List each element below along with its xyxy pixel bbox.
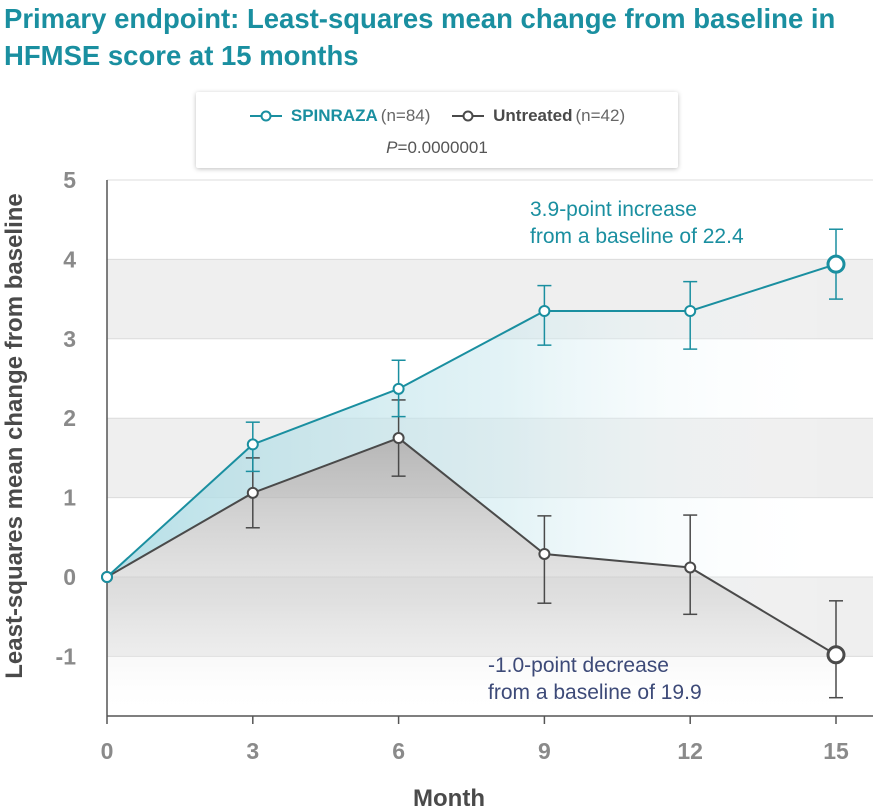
data-point (392, 382, 405, 395)
data-point (826, 254, 846, 274)
legend-n-spinraza: (n=84) (380, 106, 431, 125)
data-point (392, 432, 405, 445)
data-point (826, 645, 846, 665)
x-tick-label: 9 (538, 738, 551, 764)
annotation-decrease-line1: -1.0-point decrease (488, 654, 669, 677)
legend-marker-gray-icon (452, 110, 485, 122)
series-line (106, 436, 837, 656)
p-value-symbol: P (386, 138, 398, 157)
chart-title: Primary endpoint: Least-squares mean cha… (4, 3, 836, 71)
chart-legend: SPINRAZA (n=84) Untreated (n=42) P=0.000… (196, 92, 678, 168)
data-point (538, 305, 551, 318)
legend-label-untreated: Untreated (493, 106, 573, 125)
p-value: P=0.0000001 (196, 138, 678, 158)
y-tick-label: 4 (63, 246, 76, 272)
annotation-increase: 3.9-point increase from a baseline of 22… (530, 196, 744, 250)
data-point (684, 561, 697, 574)
tick-label-layer: 0 3 6 9 12 15 5 4 3 2 1 0 -1 (56, 167, 849, 764)
legend-marker-teal-icon (249, 110, 282, 122)
legend-item-untreated: Untreated (n=42) (451, 106, 625, 126)
series-line (106, 263, 837, 578)
data-point (246, 438, 259, 451)
axis-layer (106, 180, 873, 724)
annotation-increase-line2: from a baseline of 22.4 (530, 225, 744, 248)
data-point (246, 486, 259, 499)
x-tick-label: 15 (823, 738, 849, 764)
legend-item-spinraza: SPINRAZA (n=84) (249, 106, 431, 126)
series-spinraza (101, 228, 846, 583)
x-axis-label: Month (413, 785, 485, 810)
y-tick-label: 2 (63, 405, 76, 431)
p-value-number: =0.0000001 (397, 138, 488, 157)
data-point (684, 305, 697, 318)
annotation-decrease-line2: from a baseline of 19.9 (488, 681, 702, 704)
y-tick-label: 1 (63, 485, 76, 511)
data-point (538, 547, 551, 560)
x-tick-label: 12 (677, 738, 703, 764)
y-tick-label: 3 (63, 326, 76, 352)
data-point (101, 571, 113, 583)
y-axis-label: Least-squares mean change from baseline (1, 193, 28, 679)
area-under-untreated (107, 438, 836, 716)
y-tick-label: 5 (63, 167, 76, 193)
annotation-decrease: -1.0-point decrease from a baseline of 1… (488, 652, 702, 706)
y-tick-label: 0 (63, 564, 76, 590)
legend-label-spinraza: SPINRAZA (290, 106, 378, 125)
series-layer (101, 228, 846, 699)
x-tick-label: 6 (392, 738, 405, 764)
legend-n-untreated: (n=42) (575, 106, 626, 125)
area-between-series (107, 264, 836, 655)
annotation-increase-line1: 3.9-point increase (530, 198, 697, 221)
y-tick-label: -1 (56, 643, 77, 669)
area-fill-layer (107, 264, 836, 716)
x-tick-label: 3 (246, 738, 259, 764)
x-tick-label: 0 (101, 738, 114, 764)
